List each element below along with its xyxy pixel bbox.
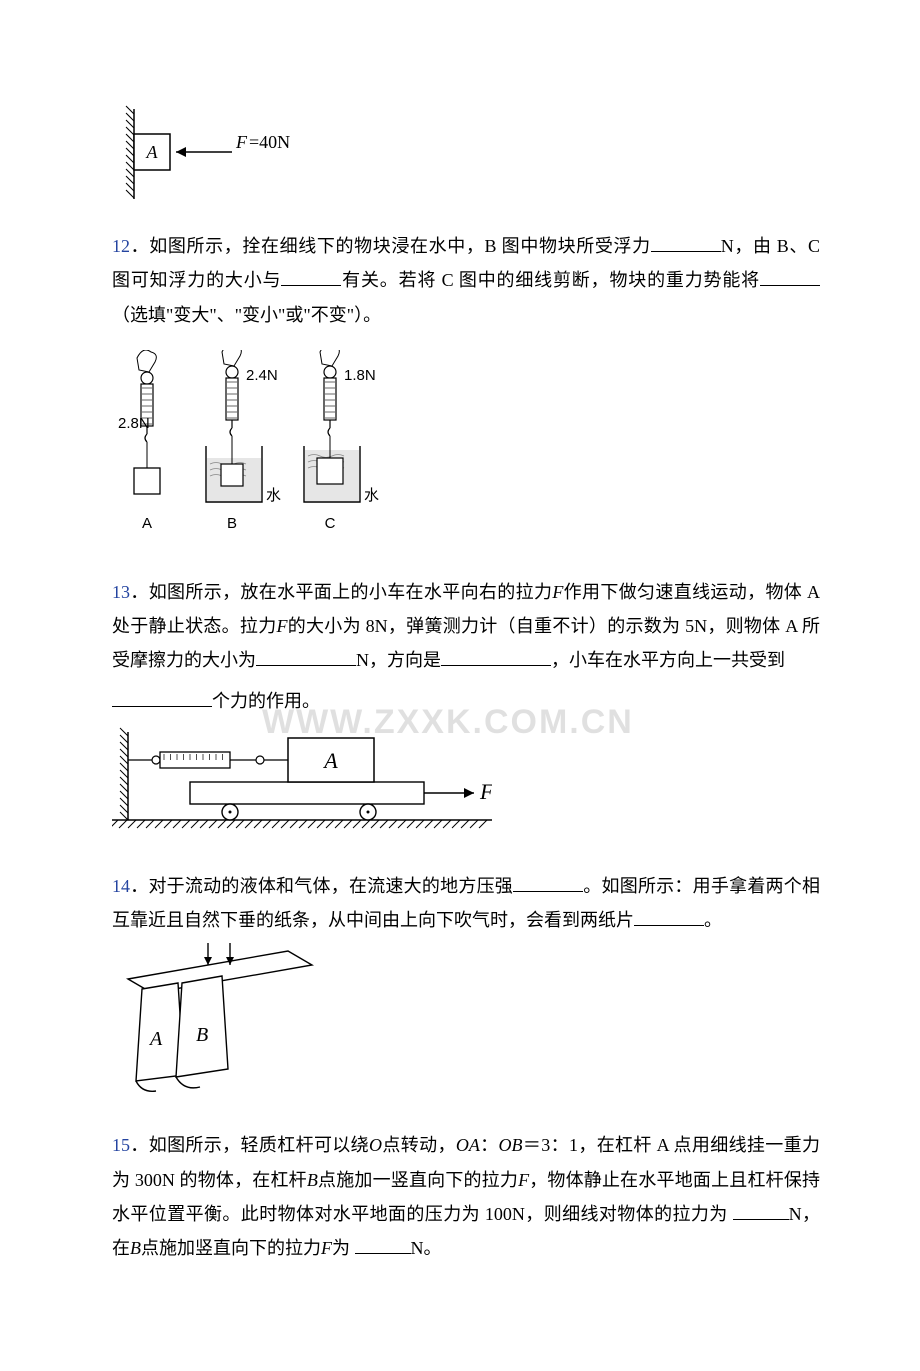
svg-text:1.8N: 1.8N [344,367,376,384]
q13-diagram: AF [112,724,820,855]
q12-blank-2 [281,267,341,286]
q13-blank-1 [256,647,356,666]
svg-text:F: F [479,779,492,804]
q12-blank-3 [760,267,820,286]
q11-diagram: A F=40N [112,104,820,215]
q14-number: 14 [112,876,130,896]
svg-text:A: A [148,1028,163,1050]
q15-blank-1 [733,1201,789,1220]
q15-blank-2 [355,1235,411,1254]
svg-text:B: B [196,1024,208,1046]
q13-text: 13．如图所示，放在水平面上的小车在水平向右的拉力F作用下做匀速直线运动，物体 … [112,575,820,678]
q12-number: 12 [112,236,130,256]
svg-text:A: A [322,748,338,773]
q13-blank-3 [112,688,212,707]
q15-text: 15．如图所示，轻质杠杆可以绕O点转动，OA：OB＝3：1，在杠杆 A 点用细线… [112,1128,820,1265]
svg-text:水: 水 [364,487,379,504]
svg-text:水: 水 [266,487,281,504]
svg-text:=40N: =40N [249,132,290,152]
q13-number: 13 [112,582,130,602]
svg-text:A: A [142,515,152,532]
svg-text:F: F [235,132,248,152]
q12-blank-1 [651,233,721,252]
q14-blank-1 [513,873,583,892]
svg-text:2.4N: 2.4N [246,367,278,384]
q14-blank-2 [634,907,704,926]
q12-diagram: 2.8N A 2.4N 水 B 1.8N 水 C [112,350,820,561]
svg-text:C: C [325,515,336,532]
q13-text-line2: 个力的作用。 WWW.ZXXK.COM.CN [112,684,820,718]
svg-text:2.8N: 2.8N [118,415,150,432]
q14-text: 14．对于流动的液体和气体，在流速大的地方压强。如图所示：用手拿着两个相互靠近且… [112,869,820,937]
q12-text: 12．如图所示，拴在细线下的物块浸在水中，B 图中物块所受浮力N，由 B、C 图… [112,229,820,332]
svg-text:B: B [227,515,237,532]
q15-number: 15 [112,1135,130,1155]
svg-text:A: A [146,142,159,162]
q14-diagram: AB [112,943,820,1114]
q13-blank-2 [441,647,551,666]
